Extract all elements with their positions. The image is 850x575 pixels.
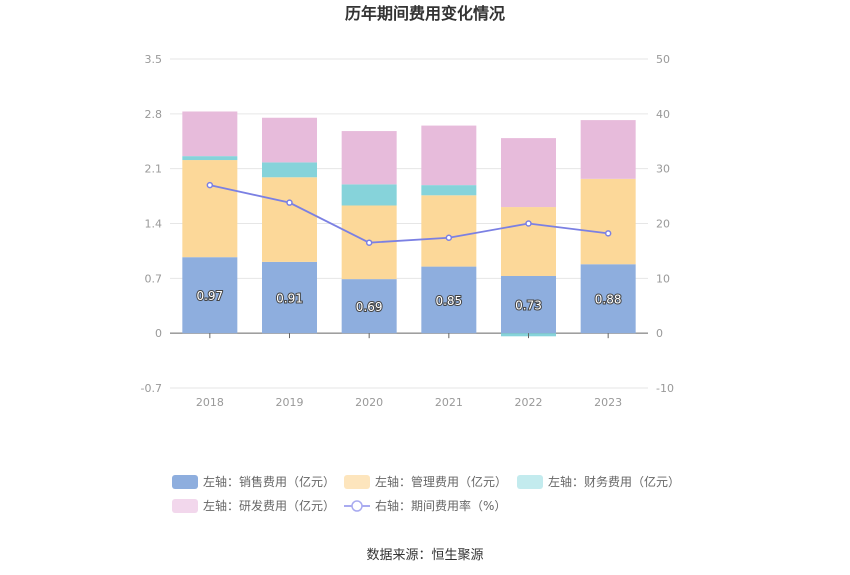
- rate-point: [365, 239, 373, 246]
- rate-point: [206, 181, 214, 189]
- right-tick-label: -10: [656, 382, 674, 395]
- rate-point: [604, 230, 612, 237]
- bar-segment-3-2022: [501, 138, 556, 208]
- left-tick-label: 3.5: [145, 53, 163, 66]
- right-tick-label: 50: [656, 53, 670, 66]
- bar-segment-3-2023: [580, 120, 636, 179]
- legend-swatch: [344, 475, 370, 489]
- bar-segment-0-2019: [262, 261, 317, 334]
- bar-segment-3-2018: [182, 111, 238, 157]
- x-tick-label: 2022: [515, 396, 543, 409]
- legend-item[interactable]: 左轴：研发费用（亿元）: [172, 498, 335, 513]
- legend-item[interactable]: 左轴：财务费用（亿元）: [517, 474, 680, 489]
- bar-segment-1-2018: [182, 160, 238, 258]
- legend-swatch: [517, 475, 543, 489]
- x-tick-label: 2023: [594, 396, 622, 409]
- x-tick-label: 2020: [355, 396, 383, 409]
- left-tick-label: 1.4: [145, 218, 163, 231]
- bar-segment-1-2019: [262, 177, 317, 262]
- x-axis: 2018 2019 2020 2021 2022 2023: [196, 333, 622, 409]
- bar-segment-0-2021: [421, 266, 477, 334]
- legend-item[interactable]: 左轴：销售费用（亿元）: [172, 474, 335, 489]
- bar-segment-0-2020: [341, 279, 397, 334]
- bar-segment-0-2022: [501, 275, 556, 334]
- bar-value-label: 0.85: [435, 294, 462, 308]
- data-source-text: 数据来源：恒生聚源: [366, 548, 483, 563]
- bar-segment-3-2021: [421, 125, 477, 186]
- left-tick-label: 0: [155, 327, 162, 340]
- legend-label: 右轴：期间费用率（%）: [375, 498, 506, 513]
- right-tick-label: 10: [656, 272, 670, 285]
- bar-segment-2-2021: [421, 185, 477, 196]
- bar-segment-3-2020: [341, 131, 397, 185]
- left-tick-label: 2.1: [145, 163, 163, 176]
- rate-point: [286, 199, 293, 206]
- x-tick-label: 2018: [196, 396, 224, 409]
- bar-value-label: 0.73: [515, 299, 542, 313]
- bar-segment-0-2018: [182, 257, 238, 334]
- rate-point: [525, 220, 532, 227]
- grid-layer: [170, 58, 648, 389]
- x-tick-label: 2021: [435, 396, 463, 409]
- bar-labels-layer: 0.97 0.91 0.69 0.85 0.73 0.88: [195, 288, 622, 315]
- bar-segment-2-2019: [262, 162, 317, 178]
- bar-segment-3-2019: [262, 117, 317, 163]
- x-tick-label: 2019: [276, 396, 304, 409]
- legend-item[interactable]: 左轴：管理费用（亿元）: [344, 474, 507, 489]
- legend-swatch: [172, 499, 198, 513]
- left-tick-label: 0.7: [145, 272, 163, 285]
- bar-segment-1-2021: [421, 195, 477, 267]
- bar-value-label: 0.69: [356, 300, 383, 314]
- right-tick-label: 30: [656, 163, 670, 176]
- legend-item[interactable]: 右轴：期间费用率（%）: [344, 498, 506, 513]
- rate-point: [445, 234, 453, 242]
- bar-value-label: 0.91: [276, 292, 303, 306]
- bar-segment-1-2023: [580, 178, 636, 265]
- legend-label: 左轴：财务费用（亿元）: [548, 474, 680, 489]
- bar-value-label: 0.97: [196, 289, 223, 303]
- right-tick-label: 0: [656, 327, 663, 340]
- legend: 左轴：销售费用（亿元） 左轴：管理费用（亿元） 左轴：财务费用（亿元） 左轴：研发费用…: [172, 474, 680, 513]
- right-axis: 50 40 30 20 10 0 -10: [656, 53, 674, 395]
- rate-line: [209, 184, 609, 244]
- bar-segment-2-2020: [341, 184, 397, 206]
- legend-label: 左轴：管理费用（亿元）: [375, 474, 507, 489]
- right-tick-label: 20: [656, 218, 670, 231]
- bars-layer: [182, 111, 636, 337]
- left-tick-label: -0.7: [141, 382, 162, 395]
- legend-label: 左轴：销售费用（亿元）: [203, 474, 335, 489]
- right-tick-label: 40: [656, 108, 670, 121]
- legend-label: 左轴：研发费用（亿元）: [203, 498, 335, 513]
- left-axis: 3.5 2.8 2.1 1.4 0.7 0 -0.7: [141, 53, 162, 395]
- bar-segment-1-2022: [501, 207, 556, 276]
- bar-value-label: 0.88: [595, 293, 622, 307]
- left-tick-label: 2.8: [145, 108, 163, 121]
- rate-line-layer: [206, 181, 612, 246]
- bar-segment-0-2023: [580, 264, 636, 334]
- legend-marker-swatch: [351, 500, 363, 512]
- bar-segment-2-2018: [182, 156, 238, 161]
- legend-swatch: [172, 475, 198, 489]
- chart-title: 历年期间费用变化情况: [345, 4, 505, 23]
